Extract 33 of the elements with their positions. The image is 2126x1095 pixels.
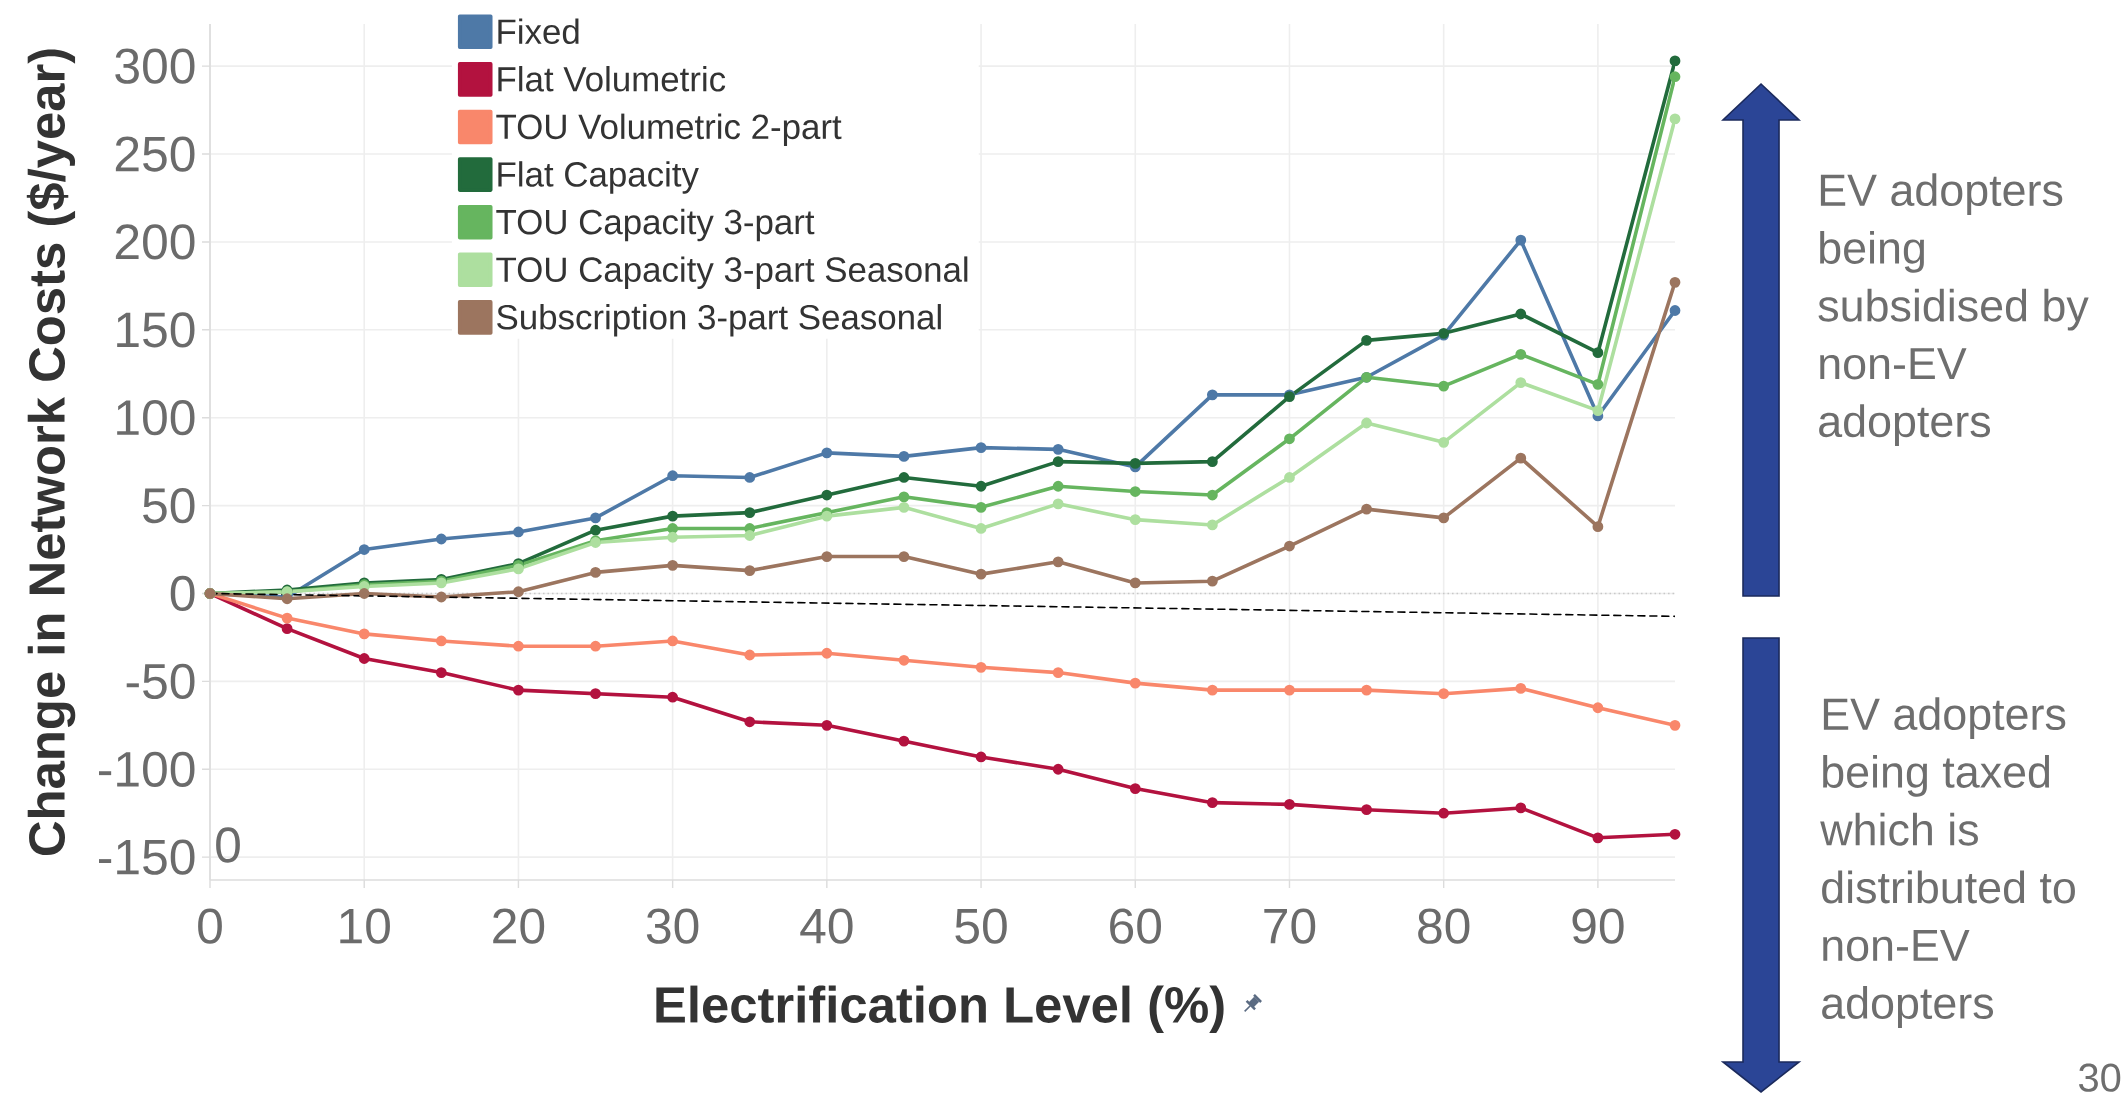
x-axis-title: Electrification Level (%) (656, 985, 1224, 1033)
y-tick-label: 200 (115, 224, 195, 260)
y-axis-title: Change in Network Costs ($/year) (26, 49, 76, 856)
annotation: 0 (216, 827, 240, 863)
text: 30 (2079, 1063, 2121, 1092)
x-tick-label: 40 (800, 908, 853, 944)
y-tick-label: 150 (117, 312, 195, 348)
y-tick-label: -50 (126, 663, 195, 699)
x-tick-label: 20 (493, 908, 545, 944)
y-tick-label: 100 (117, 400, 195, 436)
y-tick-label: 0 (170, 575, 195, 612)
legend-label: Flat Volumetric (498, 66, 726, 92)
y-tick-label: 250 (115, 136, 195, 172)
y-tick-label: -150 (99, 839, 195, 875)
x-tick-label: 10 (340, 908, 390, 944)
x-tick-label: 90 (1572, 908, 1624, 944)
legend-label: TOU Capacity 3-part (496, 208, 815, 242)
x-tick-label: 50 (955, 908, 1007, 944)
x-tick-label: 70 (1264, 908, 1316, 944)
x-tick-label: 30 (646, 908, 699, 944)
x-tick-label: 60 (1110, 908, 1162, 944)
legend-label: Fixed (498, 18, 579, 45)
legend-label: Flat Capacity (498, 161, 699, 194)
y-tick-label: -100 (99, 751, 195, 787)
text: EV adopters being subsidised by non-EV adopters (1818, 173, 2089, 447)
text: EV adopters being taxed which is distributed to non-EV adopters (1820, 697, 2075, 1028)
y-tick-label: 50 (143, 487, 195, 524)
x-tick-label: 0 (198, 908, 222, 944)
legend-label: TOU Capacity 3-part Seasonal (496, 256, 968, 289)
legend-label: TOU Volumetric 2-part (496, 113, 842, 147)
y-tick-label: 300 (115, 48, 195, 84)
legend-label: Subscription 3-part Seasonal (497, 304, 941, 337)
x-tick-label: 80 (1418, 908, 1470, 944)
